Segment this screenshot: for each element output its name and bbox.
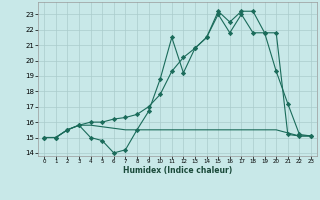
X-axis label: Humidex (Indice chaleur): Humidex (Indice chaleur) <box>123 166 232 175</box>
